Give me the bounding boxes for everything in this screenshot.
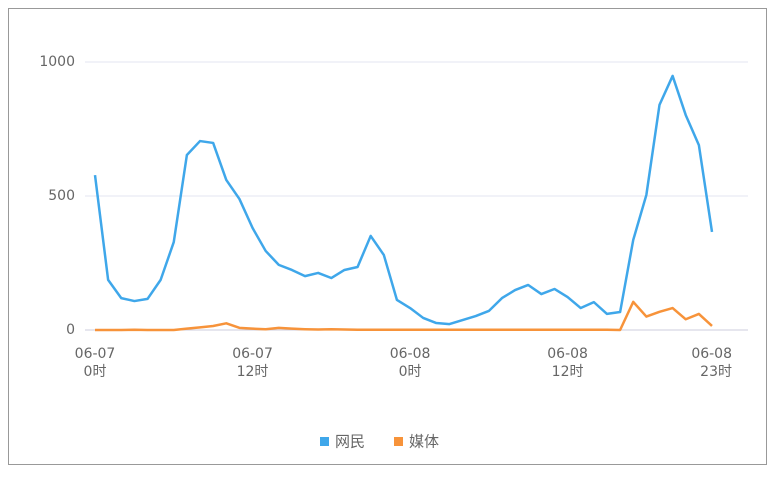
x-tick-label: 06-07 0时 — [75, 346, 116, 380]
x-tick-label: 06-08 12时 — [547, 346, 588, 380]
legend-swatch — [394, 437, 403, 446]
y-tick-label: 0 — [66, 322, 75, 338]
line — [93, 74, 714, 326]
x-tick-label: 06-08 0时 — [390, 346, 431, 380]
x-tick-label: 06-07 12时 — [232, 346, 273, 380]
legend-label: 网民 — [335, 433, 365, 451]
x-tick-label: 06-08 23时 — [691, 346, 732, 380]
line — [95, 300, 713, 332]
y-tick-label: 500 — [48, 188, 75, 204]
legend-swatch — [320, 437, 329, 446]
frame — [8, 8, 767, 465]
legend-label: 媒体 — [409, 433, 439, 451]
y-tick-label: 1000 — [39, 54, 75, 70]
